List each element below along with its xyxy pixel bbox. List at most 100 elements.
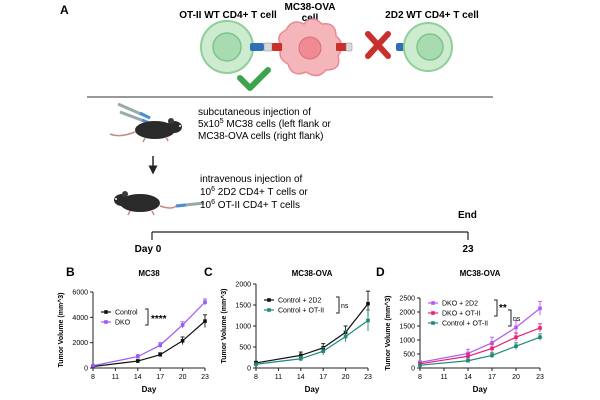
data-point: [343, 334, 348, 339]
mouse-intravenous-injection-icon: [114, 191, 205, 216]
x-tick-label: 14: [464, 374, 472, 381]
step1-line2: 5x105 MC38 cells (left flank or: [198, 118, 332, 130]
x-tick-label: 23: [536, 374, 544, 381]
data-point: [514, 344, 518, 348]
x-tick-label: 23: [201, 374, 209, 381]
significance-label: ****: [151, 314, 167, 325]
timeline-start-label: Day 0: [135, 244, 162, 255]
y-tick-label: 2000: [399, 310, 415, 317]
legend-marker: [431, 301, 435, 305]
data-point: [514, 335, 518, 339]
legend-label: DKO + 2D2: [442, 301, 478, 308]
legend-marker: [104, 320, 108, 324]
x-tick-label: 14: [297, 374, 305, 381]
legend-label: Control + OT-II: [278, 308, 324, 315]
y-tick-label: 1000: [235, 324, 251, 331]
mc38-ova-label-line1: MC38-OVA: [285, 2, 336, 13]
chart-title: MC38: [138, 269, 160, 278]
data-point: [158, 352, 162, 357]
step2-line1: intravenous injection of: [200, 174, 303, 185]
step1-line1: subcutaneous injection of: [198, 107, 311, 118]
data-point: [490, 346, 494, 351]
y-tick-label: 4000: [72, 315, 88, 322]
data-point: [158, 343, 162, 347]
panel-letter: C: [204, 265, 213, 279]
x-tick-label: 11: [112, 374, 119, 381]
y-tick-label: 500: [403, 352, 415, 359]
y-tick-label: 2000: [235, 282, 251, 289]
x-tick-label: 17: [488, 374, 496, 381]
y-tick-label: 0: [84, 366, 88, 373]
legend-label: Control: [115, 310, 138, 317]
series-line: [92, 320, 206, 368]
legend-marker: [431, 321, 435, 325]
data-point: [538, 335, 542, 339]
x-tick-label: 20: [512, 374, 520, 381]
data-point: [321, 349, 325, 353]
chart-b: B MC38 0 2000 4000 6000 8 11 14 17 20 23 Day Tumor Vo…: [57, 265, 209, 394]
y-axis-label: Tumor Volume (mm^3): [220, 288, 228, 363]
x-tick-label: 17: [319, 374, 327, 381]
panel-letter: D: [376, 265, 385, 279]
data-point: [418, 363, 422, 367]
y-tick-label: 0: [247, 366, 251, 373]
x-tick-label: 20: [179, 374, 187, 381]
legend-marker: [104, 310, 108, 314]
significance-label-top: **: [499, 303, 507, 314]
ot2-t-cell-icon: [200, 20, 273, 74]
data-point: [203, 319, 207, 323]
data-point: [180, 338, 185, 343]
timeline-end-day: 23: [462, 244, 474, 255]
recognition-check-icon: [237, 67, 271, 91]
significance-bracket-bottom: [508, 309, 512, 327]
x-tick-label: 23: [364, 374, 372, 381]
y-tick-label: 6000: [72, 290, 88, 297]
data-point: [490, 341, 494, 345]
legend-label: Control + 2D2: [278, 298, 321, 305]
x-tick-label: 8: [418, 374, 422, 381]
x-tick-label: 8: [254, 374, 258, 381]
chart-c: C MC38-OVA 0 500 1000 1500 2000 8 11 14 17 20 23 Day T…: [204, 265, 372, 394]
data-point: [366, 318, 370, 323]
significance-label: ns: [341, 303, 349, 310]
data-point: [203, 300, 207, 304]
2d2-t-cell-icon: [396, 22, 453, 72]
chart-title: MC38-OVA: [292, 269, 333, 278]
y-tick-label: 1000: [399, 338, 415, 345]
data-point: [538, 306, 542, 311]
step2-line2: 106 2D2 CD4+ T cells or: [200, 186, 308, 198]
x-tick-label: 8: [91, 374, 95, 381]
2d2-cell-label: 2D2 WT CD4+ T cell: [385, 10, 479, 21]
data-point: [490, 353, 494, 358]
y-tick-label: 1500: [399, 324, 415, 331]
mc38-ova-label-line2: cell: [302, 13, 319, 24]
significance-bracket-top: [494, 299, 498, 317]
data-point: [514, 325, 518, 330]
step1-line3: MC38-OVA cells (right flank): [198, 131, 323, 142]
significance-label-bottom: ns: [513, 316, 521, 323]
x-axis-label: Day: [473, 385, 488, 394]
data-point: [91, 363, 95, 368]
data-point: [466, 358, 470, 363]
x-tick-label: 11: [440, 374, 447, 381]
data-point: [254, 362, 258, 367]
mouse-subcutaneous-injection-icon: [109, 102, 182, 143]
legend-label: DKO + OT-II: [442, 311, 481, 318]
y-axis-label: Tumor Volume (mm^3): [384, 295, 392, 370]
panel-a: A OT-II WT CD4+ T cell MC38-OVA cell 2D2…: [60, 2, 493, 255]
x-tick-label: 11: [275, 374, 282, 381]
x-axis-label: Day: [142, 385, 157, 394]
x-tick-label: 17: [156, 374, 164, 381]
y-tick-label: 2500: [399, 296, 415, 303]
timeline: [151, 231, 469, 240]
series-line: [255, 320, 369, 365]
mc38-ova-tumor-cell-icon: [272, 18, 353, 77]
x-axis-label: Day: [305, 385, 320, 394]
data-point: [466, 354, 470, 359]
y-tick-label: 1500: [235, 303, 251, 310]
data-point: [299, 356, 303, 361]
y-tick-label: 2000: [72, 340, 88, 347]
timeline-end-label: End: [458, 210, 477, 221]
chart-title: MC38-OVA: [460, 269, 501, 278]
